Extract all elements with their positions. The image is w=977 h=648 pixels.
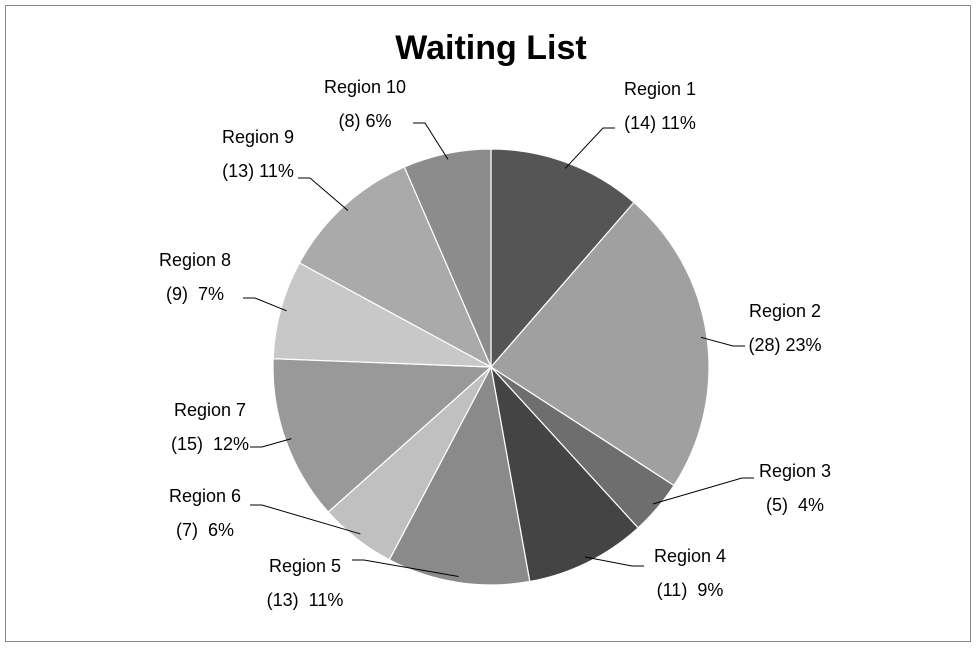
slice-category: Region 10 (324, 77, 406, 97)
slice-category: Region 5 (269, 556, 341, 576)
slice-label: (8) 6% (338, 111, 391, 131)
slice-label: (13) 11% (222, 161, 294, 181)
leader-line (243, 297, 287, 312)
leader-line (413, 122, 449, 160)
pie-slice (298, 166, 493, 369)
slice-category: Region 3 (759, 461, 831, 481)
pie-slice (490, 201, 710, 487)
leader-line (652, 477, 754, 505)
pie-slice (490, 365, 639, 583)
slice-label: (11) 9% (657, 580, 724, 600)
slice-category: Region 1 (624, 79, 696, 99)
leader-line (352, 559, 459, 578)
slice-category: Region 4 (654, 546, 726, 566)
leader-line (298, 177, 349, 211)
slice-category: Region 7 (174, 400, 246, 420)
slice-label: (13) 11% (267, 590, 344, 610)
pie-slice (272, 262, 492, 368)
leader-line (250, 438, 292, 448)
slice-label: (5) 4% (766, 495, 824, 515)
slice-category: Region 2 (749, 301, 821, 321)
leader-line (250, 504, 361, 535)
pie-slice (490, 148, 635, 369)
chart-title: Waiting List (395, 29, 586, 67)
slice-label: (7) 6% (176, 520, 234, 540)
slice-category: Region 6 (169, 486, 241, 506)
slice-category: Region 9 (222, 127, 294, 147)
pie-slice (388, 365, 531, 586)
slice-label: (28) 23% (748, 335, 821, 355)
leader-line (564, 127, 615, 169)
slice-label: (14) 11% (624, 113, 696, 133)
leader-line (584, 556, 644, 567)
slice-category: Region 8 (159, 250, 231, 270)
leader-line (700, 336, 745, 347)
slice-label: (9) 7% (166, 284, 224, 304)
slice-label: (15) 12% (171, 434, 249, 454)
pie-slice (403, 148, 492, 368)
